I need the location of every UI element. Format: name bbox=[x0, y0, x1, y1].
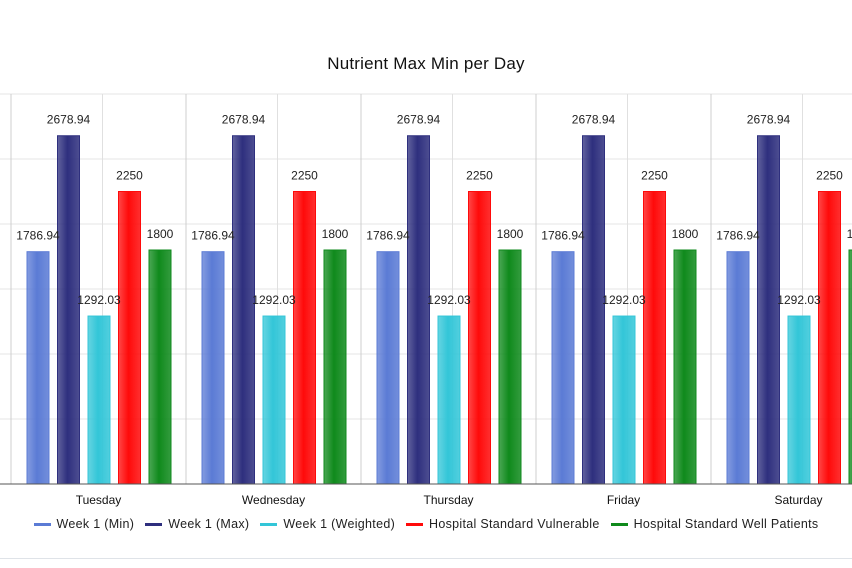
data-label: 1800 bbox=[497, 227, 524, 241]
legend-swatch bbox=[33, 522, 51, 526]
data-label: 1786.94 bbox=[191, 229, 235, 243]
legend-label: Week 1 (Min) bbox=[56, 517, 135, 531]
data-label: 2250 bbox=[291, 169, 318, 183]
bar-3-1[interactable] bbox=[582, 135, 605, 485]
bar-2-1[interactable] bbox=[407, 135, 430, 485]
bar-0-4[interactable] bbox=[148, 249, 172, 485]
data-label: 1786.94 bbox=[541, 229, 585, 243]
bar-0-1[interactable] bbox=[57, 135, 80, 485]
data-label: 1292.03 bbox=[252, 293, 296, 307]
bar-2-3[interactable] bbox=[468, 191, 491, 485]
data-label: 2678.94 bbox=[222, 113, 266, 127]
bar-1-0[interactable] bbox=[201, 251, 225, 485]
data-label: 1292.03 bbox=[77, 293, 121, 307]
x-tick-label: Wednesday bbox=[242, 493, 305, 507]
data-label: 1292.03 bbox=[602, 293, 646, 307]
bar-4-2[interactable] bbox=[787, 315, 811, 485]
bar-4-4[interactable] bbox=[848, 249, 852, 485]
data-label: 2250 bbox=[116, 169, 143, 183]
data-label: 2678.94 bbox=[747, 113, 791, 127]
x-tick-label: Tuesday bbox=[76, 493, 122, 507]
legend-swatch bbox=[145, 522, 163, 526]
legend-label: Week 1 (Max) bbox=[168, 517, 250, 531]
bar-2-0[interactable] bbox=[376, 251, 400, 485]
legend-label: Hospital Standard Vulnerable bbox=[429, 517, 600, 531]
legend-label: Week 1 (Weighted) bbox=[283, 517, 396, 531]
x-axis: Tuesday Wednesday Thursday Friday Saturday bbox=[0, 483, 852, 507]
bar-1-4[interactable] bbox=[323, 249, 347, 485]
bar-1-1[interactable] bbox=[232, 135, 255, 485]
bar-0-0[interactable] bbox=[26, 251, 50, 485]
legend-item[interactable]: Hospital Standard Vulnerable bbox=[406, 517, 600, 531]
chart-title: Nutrient Max Min per Day bbox=[327, 54, 525, 73]
data-label: 1292.03 bbox=[427, 293, 471, 307]
legend: Week 1 (Min) Week 1 (Max) Week 1 (Weighted… bbox=[0, 517, 852, 531]
legend-swatch bbox=[406, 522, 424, 526]
legend-item[interactable]: Hospital Standard Well Patients bbox=[610, 517, 819, 531]
bar-1-3[interactable] bbox=[293, 191, 316, 485]
bar-4-0[interactable] bbox=[726, 251, 750, 485]
bar-4-1[interactable] bbox=[757, 135, 780, 485]
data-label: 1786.94 bbox=[16, 229, 60, 243]
x-tick-label: Friday bbox=[607, 493, 640, 507]
legend-item[interactable]: Week 1 (Weighted) bbox=[260, 517, 395, 531]
legend-label: Hospital Standard Well Patients bbox=[633, 517, 819, 531]
data-label: 1786.94 bbox=[366, 229, 410, 243]
bar-2-2[interactable] bbox=[437, 315, 461, 485]
bar-3-0[interactable] bbox=[551, 251, 575, 485]
data-label: 1800 bbox=[847, 227, 852, 241]
x-tick-label: Saturday bbox=[774, 493, 822, 507]
data-labels: 1786.94 2678.94 1292.03 2250 1800 1786.94 2678… bbox=[16, 113, 852, 307]
bar-1-2[interactable] bbox=[262, 315, 286, 485]
data-label: 2250 bbox=[641, 169, 668, 183]
data-label: 2678.94 bbox=[47, 113, 91, 127]
bar-2-4[interactable] bbox=[498, 249, 522, 485]
x-tick-label: Thursday bbox=[423, 493, 473, 507]
legend-item[interactable]: Week 1 (Min) bbox=[33, 517, 135, 531]
data-label: 1800 bbox=[672, 227, 699, 241]
bar-4-3[interactable] bbox=[818, 191, 841, 485]
data-label: 1800 bbox=[322, 227, 349, 241]
data-label: 2250 bbox=[816, 169, 843, 183]
bar-0-3[interactable] bbox=[118, 191, 141, 485]
data-label: 1292.03 bbox=[777, 293, 821, 307]
data-label: 1800 bbox=[147, 227, 174, 241]
bars bbox=[26, 135, 852, 485]
data-label: 1786.94 bbox=[716, 229, 760, 243]
legend-item[interactable]: Week 1 (Max) bbox=[145, 517, 249, 531]
legend-swatch bbox=[260, 522, 278, 526]
data-label: 2678.94 bbox=[572, 113, 616, 127]
bar-0-2[interactable] bbox=[87, 315, 111, 485]
bar-3-2[interactable] bbox=[612, 315, 636, 485]
bar-3-3[interactable] bbox=[643, 191, 666, 485]
data-label: 2250 bbox=[466, 169, 493, 183]
legend-swatch bbox=[610, 522, 628, 526]
bar-3-4[interactable] bbox=[673, 249, 697, 485]
data-label: 2678.94 bbox=[397, 113, 441, 127]
